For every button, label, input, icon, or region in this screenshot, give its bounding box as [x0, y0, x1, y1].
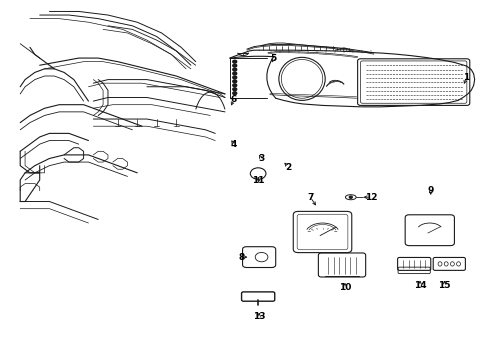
Circle shape: [232, 76, 236, 79]
Circle shape: [232, 72, 236, 75]
Circle shape: [232, 88, 236, 91]
Text: 13: 13: [252, 312, 265, 321]
Text: 9: 9: [427, 185, 433, 194]
Circle shape: [232, 64, 236, 67]
Text: 6: 6: [230, 95, 236, 104]
Circle shape: [232, 68, 236, 71]
Text: 14: 14: [413, 281, 426, 290]
Circle shape: [232, 92, 236, 95]
Circle shape: [348, 196, 351, 198]
Circle shape: [232, 80, 236, 83]
Text: 5: 5: [270, 54, 276, 63]
Text: 8: 8: [239, 253, 244, 262]
Text: 4: 4: [230, 140, 237, 149]
Text: 3: 3: [258, 154, 264, 163]
Circle shape: [232, 84, 236, 87]
Circle shape: [232, 60, 236, 63]
Text: 10: 10: [338, 283, 350, 292]
Text: 1: 1: [462, 73, 468, 82]
Text: 12: 12: [364, 193, 377, 202]
Text: 2: 2: [285, 163, 291, 172]
Text: 7: 7: [306, 193, 313, 202]
Text: 11: 11: [251, 176, 264, 185]
Text: 15: 15: [437, 281, 450, 290]
